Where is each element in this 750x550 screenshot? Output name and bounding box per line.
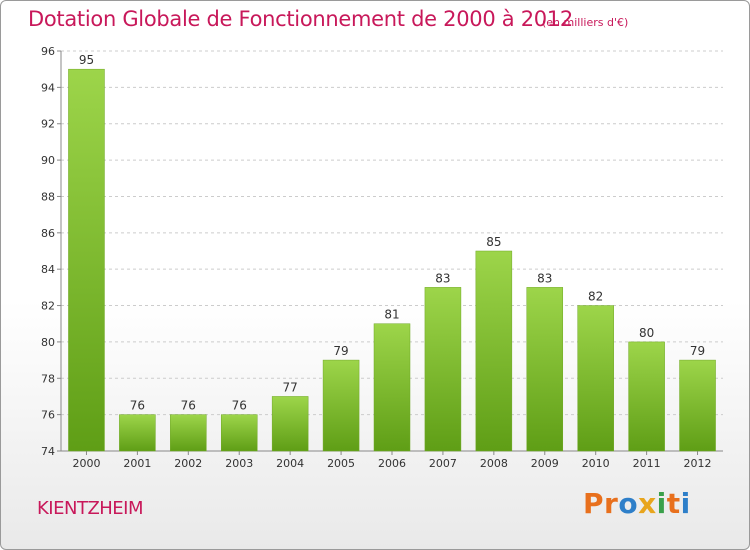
bar-2003 [220, 414, 258, 452]
logo-letter: x [638, 487, 657, 520]
x-tick-label-2008: 2008 [480, 457, 508, 470]
y-tick-label: 84 [41, 263, 55, 276]
bar-2008 [475, 250, 513, 452]
value-label-2001: 76 [130, 399, 145, 413]
value-label-2008: 85 [486, 235, 501, 249]
x-tick-label-2012: 2012 [684, 457, 712, 470]
bar-2010 [577, 305, 614, 452]
logo-letter: o [618, 487, 639, 520]
bar-2000 [68, 68, 105, 452]
logo-letter: r [604, 487, 619, 520]
x-tick-label-2002: 2002 [174, 457, 202, 470]
labels: 74 76 78 80 82 84 86 88 90 92 94 96 95 2000 76 2001 76 20… [41, 45, 712, 470]
y-tick-label: 74 [41, 445, 55, 458]
bars [68, 68, 716, 452]
value-label-2010: 82 [588, 290, 603, 304]
x-tick-label-2006: 2006 [378, 457, 406, 470]
bar-2012 [679, 359, 716, 452]
y-tick-label: 76 [41, 409, 55, 422]
bar-2001 [119, 414, 156, 452]
value-label-2007: 83 [435, 271, 450, 285]
bar-2002 [170, 414, 207, 452]
bar-2006 [373, 323, 411, 452]
proxiti-logo[interactable]: Proxiti [583, 487, 691, 520]
x-tick-label-2004: 2004 [276, 457, 304, 470]
logo-letter: t [666, 487, 681, 520]
logo-letter: P [583, 487, 605, 520]
y-tick-label: 88 [41, 190, 55, 203]
bar-2005 [322, 359, 360, 452]
value-label-2011: 80 [639, 326, 654, 340]
x-tick-label-2003: 2003 [225, 457, 253, 470]
chart-title: Dotation Globale de Fonctionnement de 20… [28, 7, 573, 31]
y-tick-label: 78 [41, 372, 55, 385]
value-label-2009: 83 [537, 271, 552, 285]
value-label-2002: 76 [181, 399, 196, 413]
bar-2007 [424, 287, 462, 452]
value-label-2000: 95 [79, 53, 94, 67]
x-tick-label-2005: 2005 [327, 457, 355, 470]
value-label-2006: 81 [384, 308, 399, 322]
bar-2011 [628, 341, 665, 452]
y-tick-label: 94 [41, 81, 55, 94]
y-tick-label: 96 [41, 45, 55, 58]
value-label-2012: 79 [690, 344, 705, 358]
y-tick-label: 86 [41, 227, 55, 240]
x-tick-label-2010: 2010 [582, 457, 610, 470]
value-label-2005: 79 [333, 344, 348, 358]
place-name: KIENTZHEIM [37, 498, 144, 519]
y-tick-label: 82 [41, 300, 55, 313]
value-label-2003: 76 [232, 399, 247, 413]
logo-letter: i [680, 487, 691, 520]
x-tick-label-2007: 2007 [429, 457, 457, 470]
bar-2004 [271, 396, 309, 452]
y-tick-label: 80 [41, 336, 55, 349]
x-tick-label-2011: 2011 [633, 457, 661, 470]
x-tick-label-2001: 2001 [123, 457, 151, 470]
logo-letter: i [656, 487, 667, 520]
y-tick-label: 92 [41, 118, 55, 131]
chart-unit: (en milliers d'€) [542, 16, 629, 29]
y-tick-label: 90 [41, 154, 55, 167]
x-tick-label-2009: 2009 [531, 457, 559, 470]
bar-2009 [526, 287, 564, 452]
value-label-2004: 77 [283, 380, 298, 394]
x-tick-label-2000: 2000 [72, 457, 100, 470]
